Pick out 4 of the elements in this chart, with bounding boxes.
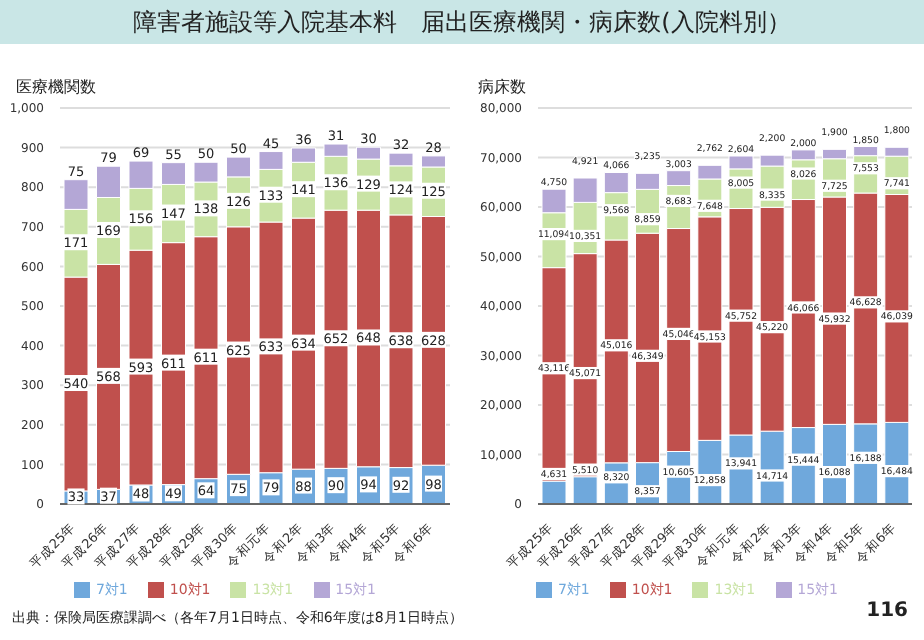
chart-title: 障害者施設等入院基本料 届出医療機関・病床数(入院料別） <box>0 0 924 44</box>
y-axis-title: 医療機関数 <box>16 76 96 98</box>
text: 116 <box>866 600 908 622</box>
y-axis-title: 病床数 <box>478 76 526 98</box>
